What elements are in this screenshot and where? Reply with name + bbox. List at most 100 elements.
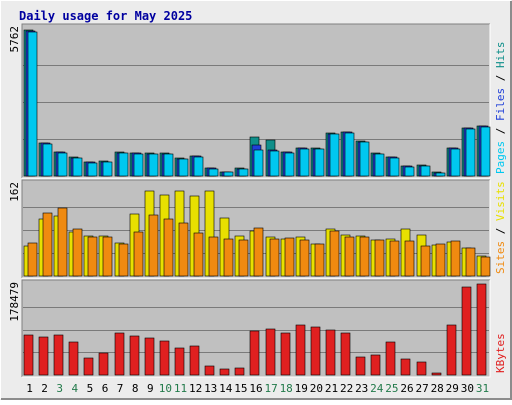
sites-bar-day-23: 23: 69	[359, 236, 370, 277]
x-tick-label-day-31: 31	[476, 382, 489, 395]
pages-bar-day-30: 30: 1830	[465, 128, 476, 177]
panel-visits: 1: 532: 1003: 1064: 785: 716: 717: 588: …	[8, 179, 507, 279]
pages-bar-day-23: 23: 1320	[359, 141, 370, 177]
sites-bar-day-18: 18: 67	[284, 237, 295, 277]
sites-bar-day-31: 31: 34	[480, 256, 491, 277]
x-tick-label-day-3: 3	[56, 382, 63, 395]
panels-layer: 1: 57002: 13003: 9504: 7405: 5406: 5807:…	[8, 23, 507, 378]
pages-bar-day-5: 5: 520	[87, 162, 98, 177]
legend-hits: Hits	[494, 42, 507, 69]
kbytes-bar-day-13: 13: 17000	[204, 365, 215, 376]
kbytes-bar-day-19: 19: 98000	[295, 324, 306, 376]
pages-bar-day-10: 10: 840	[163, 153, 174, 177]
x-tick-label-day-12: 12	[189, 382, 202, 395]
legend-kbytes: KBytes	[494, 333, 507, 373]
visits-panel-light-edge	[22, 180, 491, 279]
kbytes-bar-day-25: 25: 64000	[385, 341, 396, 376]
sites-bar-day-4: 4: 82	[72, 228, 83, 277]
sites-bar-day-6: 6: 68	[102, 236, 113, 277]
legend-files: Files	[494, 88, 507, 121]
kbytes-bar-day-27: 27: 26000	[416, 361, 427, 376]
sites-bar-day-12: 12: 76	[193, 232, 204, 277]
x-tick-label-day-10: 10	[159, 382, 172, 395]
sites-bar-day-8: 8: 78	[133, 231, 144, 277]
sites-bar-day-13: 13: 69	[208, 236, 219, 277]
kbytes-panel-shadow-edge	[21, 279, 490, 377]
pages-bar-day-29: 29: 1060	[450, 148, 461, 177]
x-tick-label-day-21: 21	[325, 382, 338, 395]
pages-bar-day-22: 22: 1680	[344, 132, 355, 177]
pages-bar-day-9: 9: 850	[148, 153, 159, 177]
series-pages: 1: 5600 2: 1250 3: 900 4: 700 5: 520 6: 550 7:…	[27, 31, 491, 177]
kbytes-legend: KBytes	[494, 333, 507, 373]
sites-bar-day-21: 21: 80	[329, 230, 340, 277]
kbytes-bar-day-28: 28: 3000	[431, 372, 442, 376]
x-tick-label-day-1: 1	[26, 382, 33, 395]
x-tick-label-day-8: 8	[132, 382, 139, 395]
x-tick-label-day-28: 28	[431, 382, 444, 395]
kbytes-bar-day-17: 17: 90000	[265, 328, 276, 376]
pages-bar-day-4: 4: 700	[72, 157, 83, 177]
x-tick-label-day-23: 23	[355, 382, 368, 395]
sites-bar-day-27: 27: 53	[420, 245, 431, 277]
sites-bar-day-29: 29: 62	[450, 240, 461, 277]
pages-bar-day-16: 16: 1000	[253, 149, 264, 177]
chart-title: Daily usage for May 2025	[19, 9, 192, 23]
sites-bar-day-28: 28: 56	[435, 243, 446, 277]
hits-panel-light-edge	[22, 24, 491, 179]
kbytes-bar-day-15: 15: 13000	[234, 367, 245, 376]
pages-bar-day-17: 17: 980	[269, 150, 280, 177]
kbytes-bar-day-1: 1: 79000	[23, 334, 34, 376]
pages-bar-day-27: 27: 380	[420, 165, 431, 177]
pages-bar-day-20: 20: 1040	[314, 148, 325, 177]
legend-visits: Visits	[494, 181, 507, 221]
kbytes-bar-day-23: 23: 35000	[355, 356, 366, 376]
x-tick-label-day-15: 15	[234, 382, 247, 395]
kbytes-bar-day-21: 21: 88000	[325, 329, 336, 376]
pages-bar-day-28: 28: 120	[435, 172, 446, 177]
pages-bar-day-6: 6: 550	[102, 161, 113, 177]
kbytes-bar-day-7: 7: 82000	[114, 332, 125, 376]
sites-bar-day-19: 19: 64	[299, 239, 310, 277]
pages-bar-day-12: 12: 740	[193, 156, 204, 177]
x-axis-labels: 1 2 3 4 5 6 7 8 9 10 11 12 13 14 15 16 17 18 19 20 21 22 23 24 2…	[26, 382, 489, 395]
x-tick-label-day-2: 2	[41, 382, 48, 395]
x-tick-label-day-18: 18	[280, 382, 293, 395]
kbytes-bar-day-5: 5: 34000	[83, 357, 94, 376]
pages-bar-day-31: 31: 1900	[480, 126, 491, 177]
sites-bar-day-7: 7: 57	[118, 243, 129, 277]
pages-bar-day-13: 13: 280	[208, 168, 219, 177]
kbytes-bar-day-6: 6: 44000	[98, 352, 109, 376]
series-sites: 1: 58 2: 111 3: 120 4: 82 5: 68 6: 68 7: 57 8: …	[27, 207, 491, 277]
legend-sites: Sites	[494, 241, 507, 274]
kbytes-bar-day-10: 10: 66000	[159, 340, 170, 376]
kbytes-bar-day-9: 9: 73000	[144, 337, 155, 376]
kbytes-bar-day-30: 30: 172000	[461, 286, 472, 376]
legend-pages: Pages	[494, 141, 507, 174]
sites-bar-day-22: 22: 68	[344, 236, 355, 277]
x-tick-label-day-5: 5	[87, 382, 94, 395]
sites-bar-day-24: 24: 63	[374, 239, 385, 277]
pages-bar-day-3: 3: 900	[57, 152, 68, 177]
pages-bar-day-1: 1: 5600	[27, 31, 38, 177]
pages-bar-day-11: 11: 660	[178, 158, 189, 177]
series-kbytes: 1: 79000 2: 75000 3: 79000 4: 65000 5: 34000…	[23, 283, 487, 376]
sites-bar-day-30: 30: 49	[465, 247, 476, 277]
kbytes-bar-day-4: 4: 65000	[68, 341, 79, 376]
sites-bar-day-5: 5: 68	[87, 236, 98, 277]
sites-bar-day-25: 25: 61	[389, 240, 400, 277]
pages-bar-day-15: 15: 270	[238, 168, 249, 177]
visits-legend: Sites / Visits	[494, 181, 507, 274]
pages-bar-day-7: 7: 880	[118, 152, 129, 177]
visits-max-value-label: 162	[8, 182, 21, 202]
sites-bar-day-11: 11: 93	[178, 222, 189, 277]
kbytes-bar-day-3: 3: 79000	[53, 334, 64, 376]
x-tick-label-day-7: 7	[117, 382, 124, 395]
kbytes-bar-day-2: 2: 75000	[38, 336, 49, 376]
kbytes-bar-day-26: 26: 32000	[400, 358, 411, 376]
kbytes-bar-day-31: 31: 178479	[476, 283, 487, 376]
pages-bar-day-8: 8: 860	[133, 153, 144, 177]
legend-separator: /	[494, 121, 507, 141]
x-tick-label-day-22: 22	[340, 382, 353, 395]
